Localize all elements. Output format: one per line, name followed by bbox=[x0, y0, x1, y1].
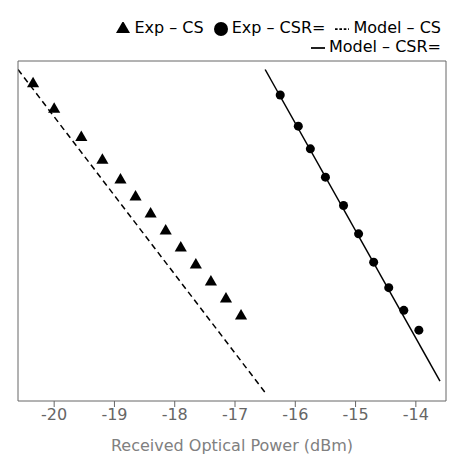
svg-text:-19: -19 bbox=[101, 405, 127, 424]
html-text:Exp – CS: Exp – CS bbox=[134, 18, 204, 37]
svg-text:-17: -17 bbox=[222, 405, 248, 424]
svg-text:-20: -20 bbox=[41, 405, 67, 424]
html-text:Model – CSR=: Model – CSR= bbox=[328, 37, 441, 56]
html-text:Exp – CSR=: Exp – CSR= bbox=[231, 18, 326, 37]
html-text:Model – CS: Model – CS bbox=[353, 18, 441, 37]
svg-text:-16: -16 bbox=[282, 405, 308, 424]
svg-text:-15: -15 bbox=[343, 405, 369, 424]
svg-text:-14: -14 bbox=[403, 405, 429, 424]
svg-text:Received Optical Power (dBm): Received Optical Power (dBm) bbox=[111, 436, 353, 455]
svg-text:-18: -18 bbox=[162, 405, 188, 424]
